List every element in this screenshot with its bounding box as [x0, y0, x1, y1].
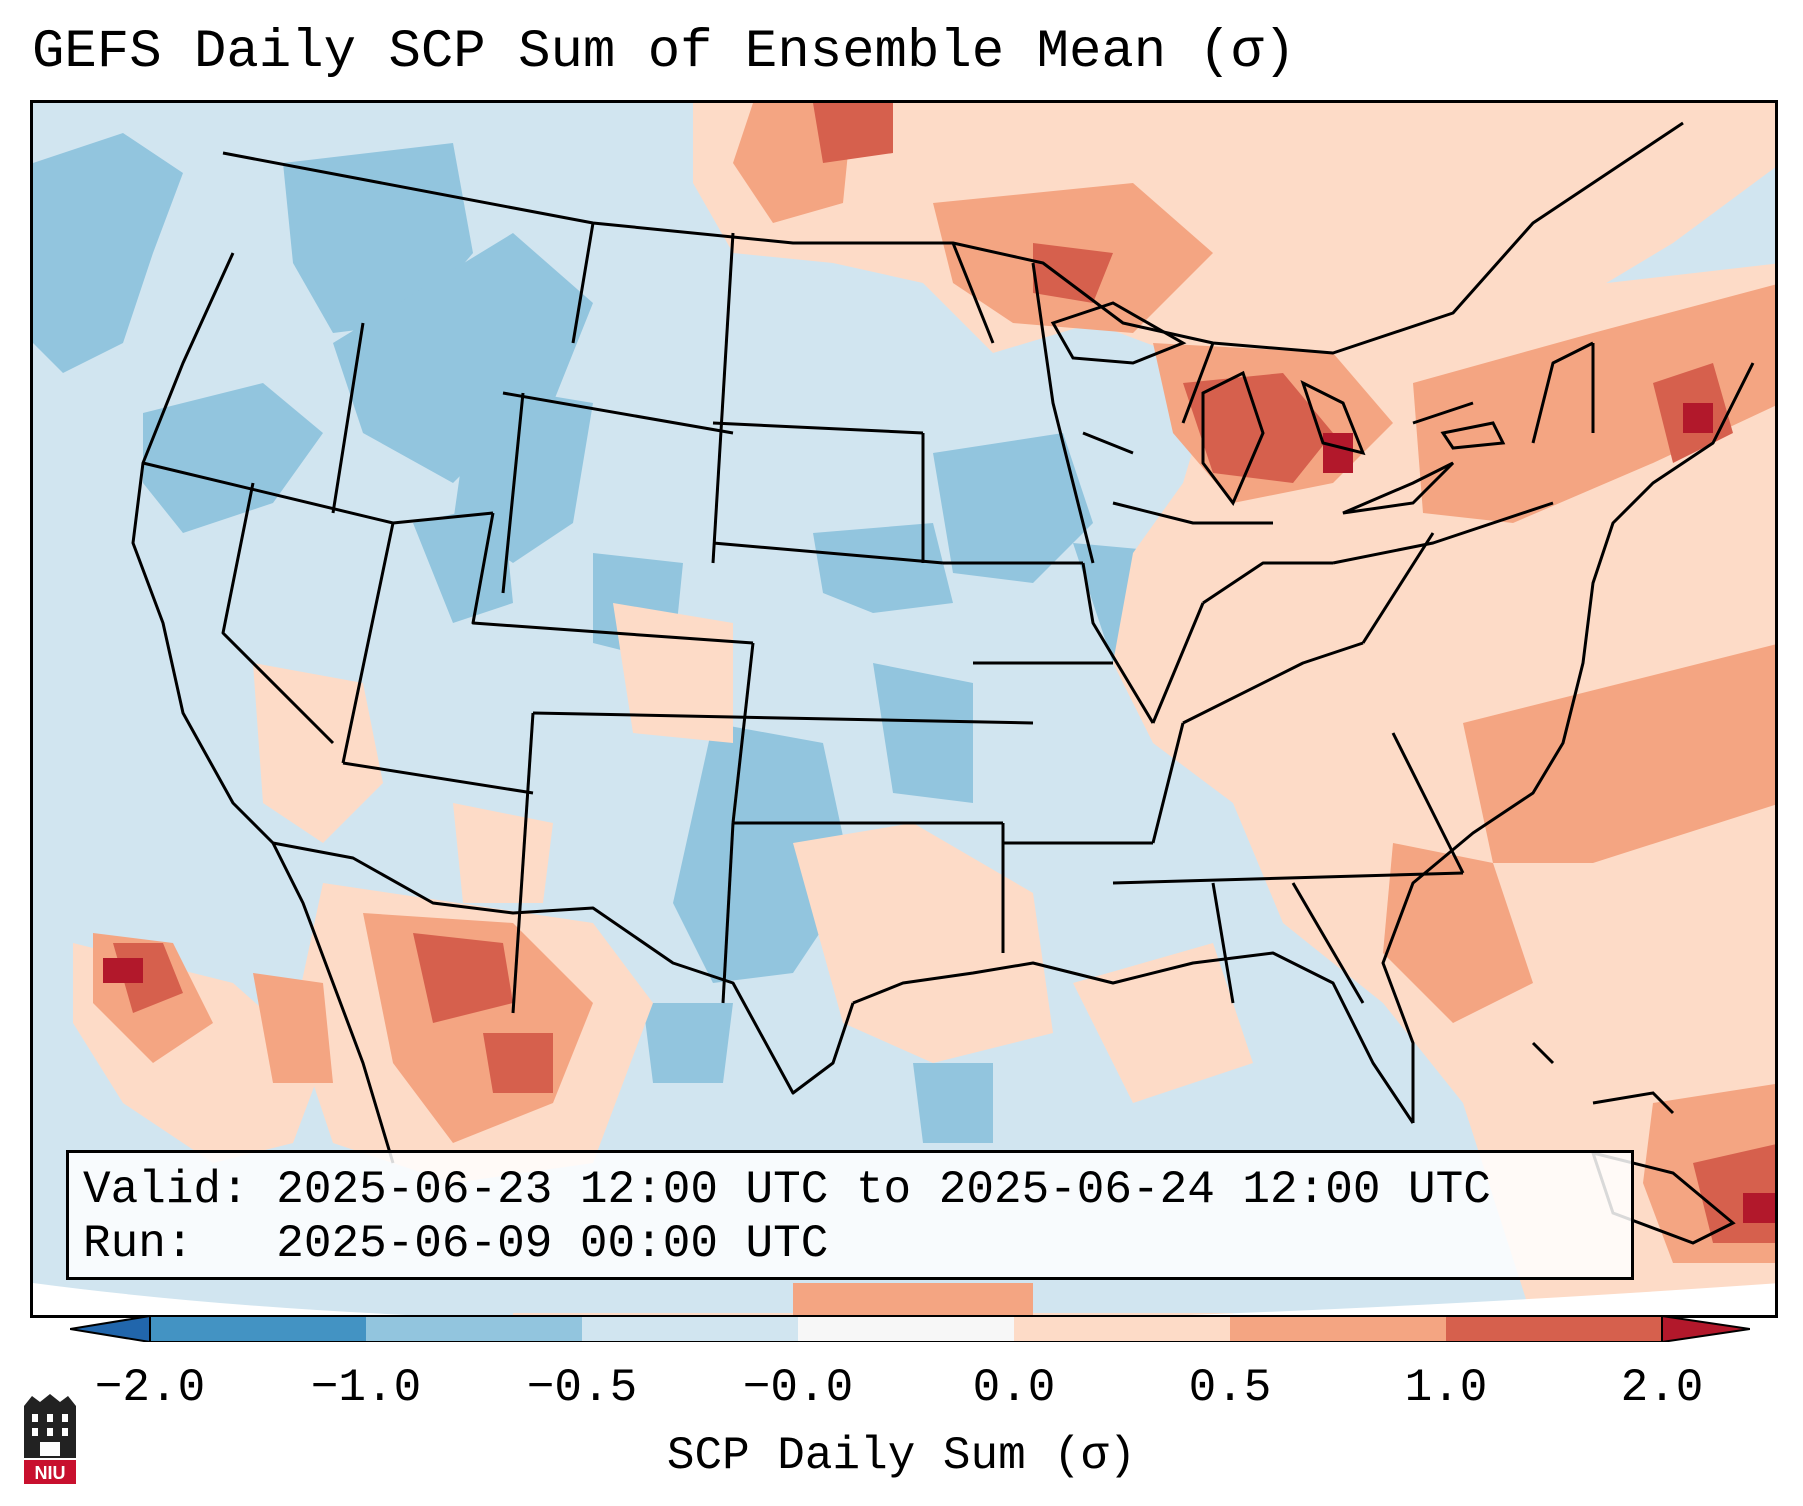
map-title: GEFS Daily SCP Sum of Ensemble Mean (σ) [32, 22, 1296, 83]
colorbar-tick-label: −0.5 [526, 1362, 638, 1414]
colorbar-tick-label: 0.5 [1188, 1362, 1272, 1414]
colorbar-segment-5 [1014, 1316, 1230, 1342]
niu-logo-icon: NIU [24, 1394, 76, 1484]
colorbar-tick-label: 0.0 [972, 1362, 1056, 1414]
colorbar-tick-label: 2.0 [1620, 1362, 1704, 1414]
colorbar [70, 1316, 1750, 1342]
logo-text: NIU [35, 1463, 66, 1483]
run-label: Run: [83, 1218, 194, 1270]
valid-label: Valid: [83, 1164, 249, 1216]
extreme-positive-regions [103, 403, 1775, 1223]
colorbar-tick-label: −1.0 [310, 1362, 422, 1414]
globe-edge [33, 1283, 1775, 1315]
valid-run-infobox: Valid: 2025-06-23 12:00 UTC to 2025-06-2… [66, 1150, 1634, 1280]
valid-line: Valid: 2025-06-23 12:00 UTC to 2025-06-2… [83, 1163, 1617, 1217]
colorbar-segment-4 [798, 1316, 1014, 1342]
colorbar-extend-low [70, 1316, 151, 1342]
colorbar-tick-label: −0.0 [742, 1362, 854, 1414]
colorbar-segment-7 [1446, 1316, 1662, 1342]
great-lakes [1050, 301, 1506, 515]
colorbar-label: SCP Daily Sum (σ) [666, 1430, 1137, 1482]
colorbar-tick-label: 1.0 [1404, 1362, 1488, 1414]
run-line: Run: 2025-06-09 00:00 UTC [83, 1217, 1617, 1271]
valid-value: 2025-06-23 12:00 UTC to 2025-06-24 12:00… [276, 1164, 1491, 1216]
run-value: 2025-06-09 00:00 UTC [276, 1218, 829, 1270]
colorbar-outline [149, 1316, 1663, 1342]
map-canvas [33, 103, 1775, 1315]
positive-anomaly-regions [73, 103, 1775, 1315]
strong-positive-regions [113, 103, 1775, 1243]
colorbar-extend-high [1661, 1316, 1750, 1342]
boundary-lines [131, 121, 1755, 1164]
colorbar-segment-3 [582, 1316, 798, 1342]
colorbar-segment-6 [1230, 1316, 1446, 1342]
colorbar-segment-2 [366, 1316, 582, 1342]
colorbar-segment-1 [150, 1316, 366, 1342]
map-panel [30, 100, 1778, 1318]
colorbar-tick-label: −2.0 [94, 1362, 206, 1414]
